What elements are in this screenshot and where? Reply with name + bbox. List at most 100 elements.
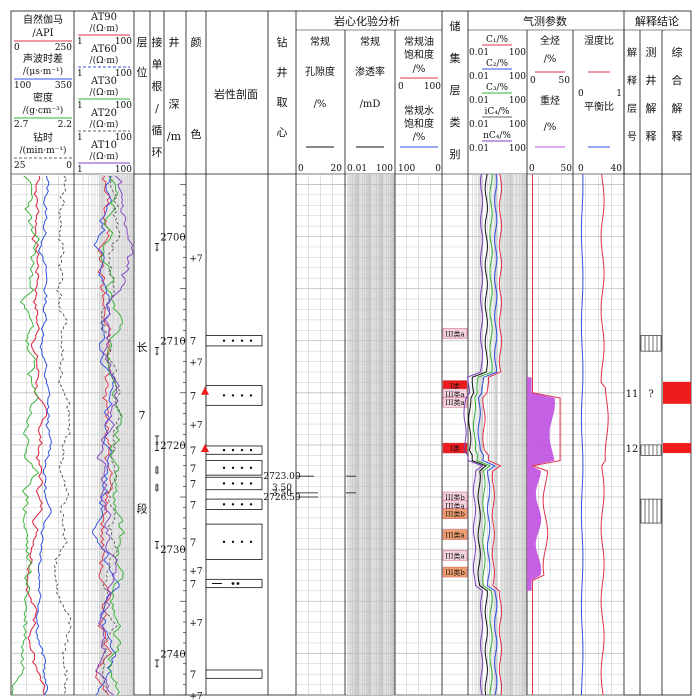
logging-symbol: ? bbox=[648, 389, 653, 400]
porosity-sub: 孔隙度 bbox=[305, 65, 335, 78]
den-unit: /(g·cm⁻³) bbox=[23, 105, 64, 116]
ac-max: 350 bbox=[55, 81, 72, 91]
res-min: 1 bbox=[77, 69, 83, 79]
log-curve-den bbox=[11, 175, 40, 695]
gamma-title: 自然伽马 bbox=[23, 13, 63, 26]
oilsat-max: 100 bbox=[424, 82, 441, 92]
balance-max: 40 bbox=[611, 164, 623, 174]
gas-comp-min: 0.01 bbox=[469, 144, 489, 154]
interp-layer-header-char: 号 bbox=[627, 131, 637, 143]
ac-unit: /(μs·m⁻¹) bbox=[23, 66, 63, 77]
rop-unit: /(min·m⁻¹) bbox=[19, 145, 66, 156]
res-max: 100 bbox=[115, 133, 132, 143]
combined-result-box bbox=[663, 443, 691, 454]
layer-header-2: 位 bbox=[137, 65, 148, 79]
core-depth-label: 2723.00 bbox=[263, 472, 300, 482]
color-code: +7 bbox=[189, 692, 203, 700]
header-logs-left: 自然伽马 /API 0 250 声波时差 /(μs·m⁻¹) 100 350 密… bbox=[14, 13, 72, 171]
depth-tick-label: 2720 bbox=[160, 441, 185, 452]
core-depth-label: 3.50 bbox=[272, 489, 292, 499]
cycle-header-char: 循 bbox=[152, 124, 163, 137]
log-curve-res2 bbox=[100, 175, 125, 696]
cycle-marker-icon: ⇕ bbox=[152, 482, 161, 495]
wetness-max: 1 bbox=[616, 89, 622, 99]
color-code: +7 bbox=[189, 254, 203, 264]
reservoir-class-label: III类a bbox=[445, 531, 464, 540]
core-depth-label: 3.50 bbox=[272, 484, 292, 494]
combined-header-char: 综 bbox=[672, 45, 683, 59]
porosity-title: 常规 bbox=[310, 35, 330, 48]
res-name-at30: AT30 bbox=[90, 76, 117, 87]
layer-name-char: 段 bbox=[137, 502, 148, 516]
depth-tick-label: 2710 bbox=[160, 337, 185, 348]
cycle-marker-icon: ↧ bbox=[152, 241, 161, 254]
res-unit-at60: /(Ω·m) bbox=[90, 55, 119, 66]
track-left-logs bbox=[11, 175, 72, 696]
interp-group-title: 解释结论 bbox=[635, 14, 679, 28]
perm-min: 0.01 bbox=[347, 164, 367, 174]
track-gas bbox=[463, 173, 609, 696]
reservoir-class-box bbox=[442, 396, 468, 408]
logging-interval bbox=[640, 335, 662, 352]
res-min: 1 bbox=[77, 101, 83, 111]
layer-name-char: 长 bbox=[137, 341, 148, 354]
gas-comp-max: 100 bbox=[509, 48, 526, 58]
track-layer: 长7段↧↧↧↥⇕⇕↧↧ bbox=[137, 241, 162, 671]
track-resistivity bbox=[92, 175, 134, 696]
lith-header: 岩性剖面 bbox=[214, 87, 258, 101]
oilsat-title-1: 常规油 bbox=[404, 35, 434, 48]
res-min: 1 bbox=[77, 165, 83, 175]
heavy-hc-fill bbox=[527, 377, 555, 591]
porosity-unit: /% bbox=[314, 99, 327, 110]
combined-result-box bbox=[663, 381, 691, 404]
cycle-marker-icon: ↥ bbox=[152, 441, 161, 454]
color-code: 7 bbox=[190, 337, 196, 348]
cycle-marker-icon: ↧ bbox=[152, 539, 161, 552]
res-unit-at90: /(Ω·m) bbox=[90, 23, 119, 34]
cycle-header-char: 根 bbox=[152, 79, 163, 93]
cycle-header-char: 单 bbox=[152, 58, 163, 71]
depth-tick-label: 2730 bbox=[160, 545, 185, 556]
ac-title: 声波时差 bbox=[23, 52, 63, 65]
reservoir-class-label: I类 bbox=[450, 382, 460, 391]
den-max: 2.2 bbox=[58, 120, 72, 130]
log-curve-res3 bbox=[100, 175, 122, 696]
watersat-max: 0 bbox=[435, 164, 441, 174]
track-reservoir-class: III类aI类III类aIII类aI类III类bIII类aIII类bIII类aI… bbox=[442, 328, 468, 578]
res-name-at10: AT10 bbox=[90, 140, 117, 151]
heavyhc-max: 50 bbox=[561, 164, 573, 174]
totalhc-title: 全烃 bbox=[540, 34, 560, 47]
gas-comp-curve bbox=[477, 173, 498, 696]
res-name-at20: AT20 bbox=[90, 108, 117, 119]
res-min: 1 bbox=[77, 37, 83, 47]
cycle-marker-icon: ↧ bbox=[152, 658, 161, 671]
logging-header-char: 解 bbox=[646, 101, 657, 115]
res-max: 100 bbox=[115, 165, 132, 175]
rop-title: 钻时 bbox=[33, 131, 53, 144]
reservoir-class-box bbox=[442, 550, 468, 561]
gamma-min: 0 bbox=[14, 43, 20, 53]
reservoir-class-label: III类a bbox=[445, 398, 464, 407]
watersat-unit: /% bbox=[413, 132, 426, 143]
gas-comp-min: 0.01 bbox=[469, 72, 489, 82]
watersat-min: 100 bbox=[398, 164, 415, 174]
depth-header-3: /m bbox=[167, 130, 182, 143]
gas-comp-min: 0.01 bbox=[469, 96, 489, 106]
logging-interval bbox=[640, 498, 662, 524]
core-header-char: 心 bbox=[277, 126, 288, 139]
gas-comp-curve bbox=[482, 173, 503, 696]
interp-layer-header-char: 解 bbox=[627, 46, 637, 59]
log-curve-res4 bbox=[95, 175, 134, 696]
reservoir-class-box bbox=[442, 508, 468, 519]
perm-title: 常规 bbox=[360, 35, 380, 48]
lab-group-title: 岩心化验分析 bbox=[334, 14, 400, 28]
porosity-min: 0 bbox=[298, 164, 304, 174]
reservoir-class-label: III类a bbox=[445, 329, 464, 338]
reservoir-class-label: III类b bbox=[445, 568, 465, 577]
oilsat-unit: /% bbox=[413, 64, 426, 75]
balance-curve bbox=[580, 173, 584, 696]
color-header-2: 色 bbox=[191, 127, 202, 141]
